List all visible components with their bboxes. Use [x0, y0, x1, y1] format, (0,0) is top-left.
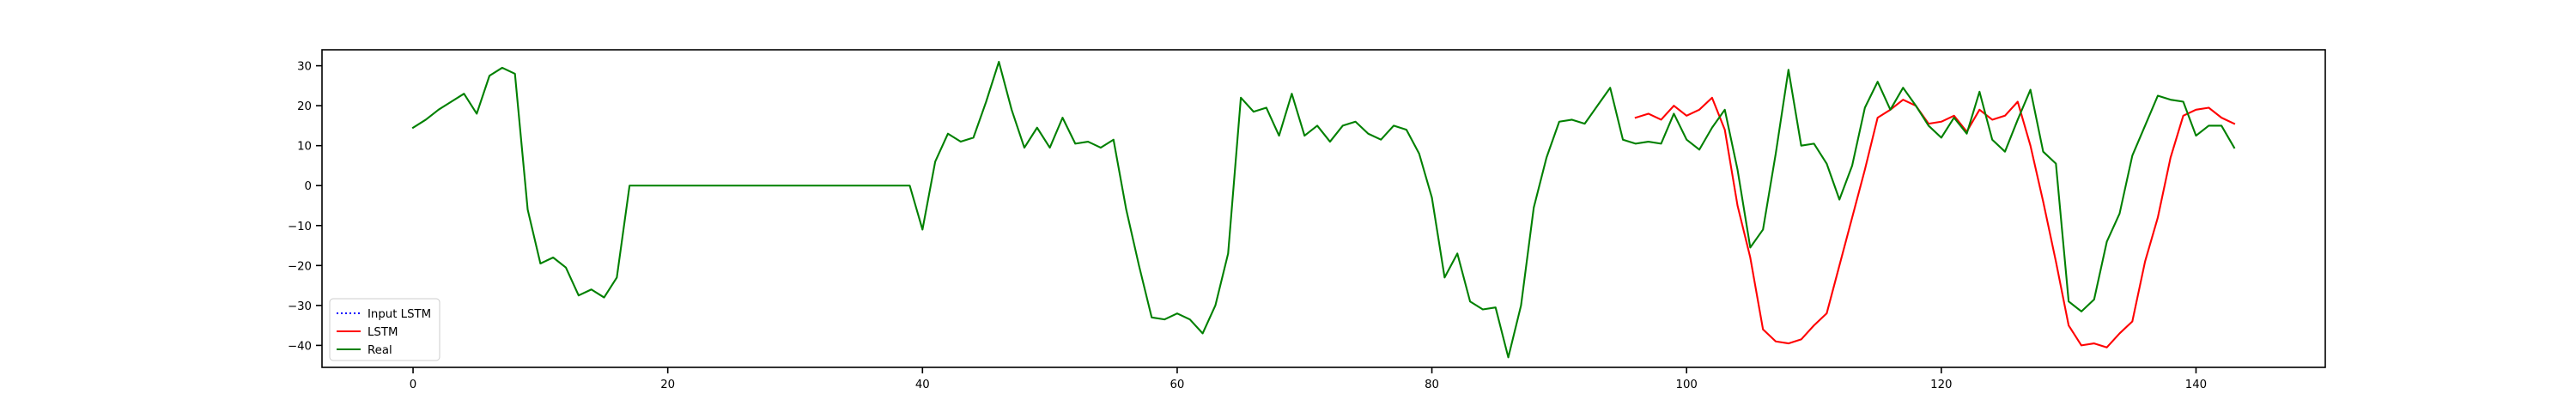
x-tick-label: 0	[410, 379, 416, 391]
x-tick-label: 20	[660, 379, 675, 391]
legend: Input LSTM LSTM Real	[329, 298, 440, 361]
y-tick-label: −30	[288, 300, 312, 313]
series-line-real	[411, 60, 2236, 359]
series-group	[411, 60, 2236, 359]
x-tick-label: 40	[915, 379, 930, 391]
legend-box	[329, 298, 440, 361]
y-tick-label: −20	[288, 260, 312, 273]
y-tick-label: 30	[297, 61, 312, 74]
y-tick-label: −40	[288, 340, 312, 353]
x-tick-label: 80	[1425, 379, 1439, 391]
plot-frame	[321, 49, 2326, 368]
legend-label-input-lstm: Input LSTM	[368, 308, 431, 321]
y-tick-label: 10	[297, 141, 312, 154]
legend-label-lstm: LSTM	[368, 326, 398, 339]
x-tick-label: 120	[1930, 379, 1952, 391]
y-tick-label: 0	[305, 180, 312, 193]
x-tick-label: 60	[1170, 379, 1184, 391]
y-tick-label: 20	[297, 100, 312, 113]
x-tick-label: 100	[1676, 379, 1698, 391]
x-tick-label: 140	[2185, 379, 2207, 391]
legend-label-real: Real	[368, 344, 392, 357]
series-line-lstm	[1634, 96, 2236, 348]
y-tick-label: −10	[288, 221, 312, 233]
